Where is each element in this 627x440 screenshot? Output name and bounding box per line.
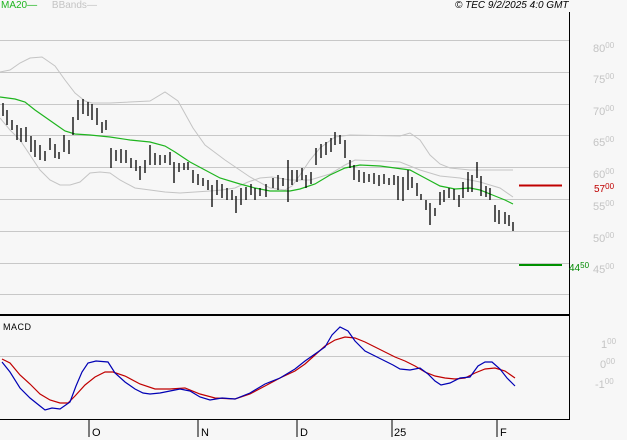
macd-label-neg1: -100 [595, 377, 614, 391]
x-label-feb: F [500, 427, 507, 439]
price-label-6500: 6500 [593, 135, 615, 149]
x-axis-ticks [88, 419, 498, 437]
ma20-line [0, 96, 514, 205]
legend-bbands: BBands— [51, 0, 97, 11]
price-label-8000: 8000 [593, 41, 615, 55]
copyright-timestamp: © TEC 9/2/2025 4:0 GMT [455, 0, 569, 11]
macd-label-0: 000 [600, 357, 616, 371]
price-label-7500: 7500 [593, 72, 615, 86]
support-label: 4450 [569, 261, 590, 274]
price-label-7000: 7000 [593, 104, 615, 118]
legend-ma20: MA20— [1, 0, 38, 11]
price-label-5500: 5500 [593, 199, 615, 213]
price-gridlines [0, 40, 569, 295]
x-label-nov: N [201, 427, 209, 439]
macd-signal-line [1, 336, 516, 404]
resistance-label: 5700 [594, 182, 615, 195]
price-label-5000: 5000 [593, 231, 615, 245]
x-label-2025: 25 [394, 427, 407, 439]
price-label-4500: 4500 [593, 262, 615, 276]
macd-line [1, 326, 516, 411]
price-bars [2, 99, 514, 231]
bollinger-bands [0, 56, 514, 198]
x-label-dec: D [300, 427, 308, 439]
macd-label-1: 100 [601, 337, 617, 351]
price-label-6000: 6000 [593, 167, 615, 181]
x-label-oct: O [92, 427, 101, 439]
chart-legend: MA20— BBands— [1, 0, 97, 12]
macd-title: MACD [3, 322, 32, 332]
